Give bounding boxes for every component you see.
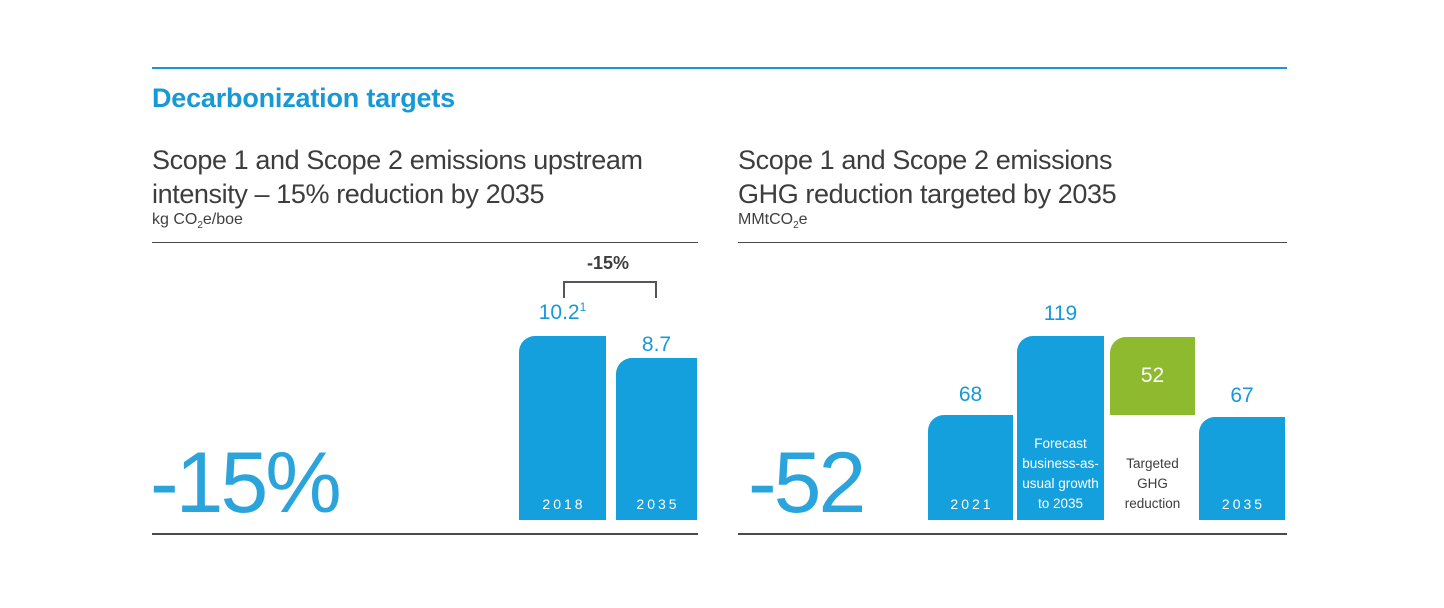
- left-chart-title-line1: Scope 1 and Scope 2 emissions upstream: [152, 145, 643, 175]
- bar-value-2035-right: 67: [1199, 384, 1285, 408]
- bar-bau-inner-label-line2: business-as-: [1022, 456, 1099, 471]
- right-unit-prefix: MMtCO: [738, 211, 794, 228]
- bar-value-2018-footnote-marker: 1: [579, 300, 587, 314]
- bar-2035-right-year-label: 2035: [1221, 496, 1266, 512]
- right-chart-bottom-axis: [738, 533, 1287, 535]
- reduction-bracket: [563, 281, 657, 298]
- left-unit-prefix: kg CO: [152, 211, 198, 228]
- bar-value-bau: 119: [1017, 302, 1104, 326]
- bar-2018: 2018: [519, 336, 606, 520]
- bar-2021: 2021: [928, 415, 1013, 520]
- left-big-callout: -15%: [150, 435, 342, 531]
- left-chart-unit: kg CO2e/boe: [152, 211, 243, 231]
- bar-2035-left-year-label: 2035: [636, 496, 680, 512]
- bar-value-2021-number: 68: [958, 383, 983, 406]
- right-chart-unit: MMtCO2e: [738, 211, 808, 231]
- bar-value-bau-number: 119: [1043, 302, 1078, 325]
- bar-value-2035-left-number: 8.7: [641, 333, 672, 356]
- bar-value-ghg-reduction-number: 52: [1140, 364, 1165, 387]
- right-unit-subscript: 2: [793, 220, 799, 232]
- bar-targeted-ghg-reduction: 52: [1110, 337, 1195, 415]
- bar-business-as-usual: Forecast business-as- usual growth to 20…: [1017, 336, 1104, 520]
- left-chart-bottom-axis: [152, 533, 698, 535]
- bar-bau-inner-label-line4: to 2035: [1037, 496, 1084, 511]
- bar-value-2018-number: 10.2: [538, 301, 580, 324]
- right-unit-suffix: e: [798, 211, 808, 228]
- bar-bau-inner-label: Forecast business-as- usual growth to 20…: [1017, 434, 1104, 514]
- left-chart-title: Scope 1 and Scope 2 emissions upstream i…: [152, 143, 643, 211]
- bar-value-2035-left: 8.7: [616, 333, 697, 357]
- right-chart-title: Scope 1 and Scope 2 emissions GHG reduct…: [738, 143, 1117, 211]
- bar-2021-year-label: 2021: [950, 496, 994, 512]
- bar-2035-right: 2035: [1199, 417, 1285, 520]
- bar-2018-year-label: 2018: [542, 496, 586, 512]
- right-chart-top-axis: [738, 242, 1287, 243]
- left-unit-suffix: e/boe: [202, 211, 243, 228]
- left-chart-top-axis: [152, 242, 698, 243]
- bar-value-2018: 10.21: [519, 300, 606, 325]
- page-title: Decarbonization targets: [152, 83, 455, 113]
- left-chart-title-line2: intensity – 15% reduction by 2035: [152, 179, 545, 209]
- right-chart-title-line1: Scope 1 and Scope 2 emissions: [738, 145, 1113, 175]
- right-chart-title-line2: GHG reduction targeted by 2035: [738, 179, 1117, 209]
- bar-value-2021: 68: [928, 383, 1013, 407]
- reduction-bracket-label: -15%: [586, 253, 630, 273]
- bar-2035-left: 2035: [616, 358, 697, 520]
- left-unit-subscript: 2: [197, 220, 203, 232]
- bar-bau-inner-label-line3: usual growth: [1022, 476, 1099, 491]
- targeted-ghg-caption-line1: Targeted: [1126, 456, 1179, 471]
- top-divider-rule: [152, 67, 1287, 69]
- bar-value-2035-right-number: 67: [1230, 384, 1254, 407]
- targeted-ghg-caption: Targeted GHG reduction: [1110, 454, 1195, 514]
- targeted-ghg-caption-line3: reduction: [1124, 496, 1181, 511]
- right-big-callout: -52: [748, 435, 866, 531]
- bar-bau-inner-label-line1: Forecast: [1034, 436, 1087, 451]
- targeted-ghg-caption-line2: GHG: [1137, 476, 1168, 491]
